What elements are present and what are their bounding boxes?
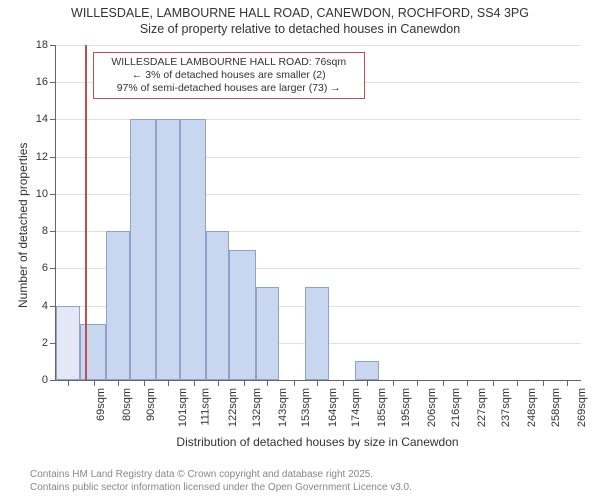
title-line-2: Size of property relative to detached ho… [0, 22, 600, 38]
x-tick [267, 380, 268, 386]
footer-line-2: Contains public sector information licen… [30, 481, 412, 494]
x-tick-label: 269sqm [576, 388, 588, 427]
footer-line-1: Contains HM Land Registry data © Crown c… [30, 468, 412, 481]
footer-attribution: Contains HM Land Registry data © Crown c… [30, 468, 412, 494]
x-tick-label: 111sqm [199, 388, 211, 426]
x-tick-label: 90sqm [145, 388, 157, 421]
x-tick [367, 380, 368, 386]
histogram-bar [106, 231, 130, 380]
x-tick [543, 380, 544, 386]
y-tick-label: 16 [36, 76, 56, 88]
x-tick [517, 380, 518, 386]
annotation-callout: WILLESDALE LAMBOURNE HALL ROAD: 76sqm← 3… [93, 52, 365, 99]
x-tick-label: 101sqm [177, 388, 189, 427]
histogram-bar [229, 250, 255, 380]
x-tick [443, 380, 444, 386]
x-tick-label: 69sqm [95, 388, 107, 421]
x-tick [144, 380, 145, 386]
x-tick [317, 380, 318, 386]
x-tick [343, 380, 344, 386]
x-tick-label: 216sqm [450, 388, 462, 427]
x-tick-label: 174sqm [350, 388, 362, 427]
histogram-bar [305, 287, 329, 380]
x-tick [168, 380, 169, 386]
annotation-line: 97% of semi-detached houses are larger (… [100, 82, 358, 95]
histogram-bar [256, 287, 280, 380]
y-axis-label: Number of detached properties [16, 142, 30, 307]
x-tick [417, 380, 418, 386]
highlight-marker-line [85, 45, 87, 380]
histogram-bar [206, 231, 230, 380]
y-tick-label: 10 [36, 188, 56, 200]
title-line-1: WILLESDALE, LAMBOURNE HALL ROAD, CANEWDO… [0, 6, 600, 22]
x-tick-label: 227sqm [476, 388, 488, 427]
x-tick-label: 122sqm [227, 388, 239, 427]
x-axis-label: Distribution of detached houses by size … [55, 435, 580, 449]
x-tick [294, 380, 295, 386]
gridline [56, 45, 581, 46]
x-tick [493, 380, 494, 386]
y-tick-label: 14 [36, 113, 56, 125]
x-tick-label: 132sqm [251, 388, 263, 427]
y-tick-label: 8 [42, 225, 56, 237]
x-tick-label: 206sqm [426, 388, 438, 427]
plot-area: 02468101214161869sqm80sqm90sqm101sqm111s… [55, 45, 581, 381]
y-tick-label: 18 [36, 39, 56, 51]
x-tick [68, 380, 69, 386]
x-tick-label: 80sqm [121, 388, 133, 421]
x-tick-label: 248sqm [526, 388, 538, 427]
x-tick [567, 380, 568, 386]
histogram-bar [56, 306, 80, 380]
histogram-bar [130, 119, 156, 380]
annotation-line: WILLESDALE LAMBOURNE HALL ROAD: 76sqm [100, 56, 358, 69]
x-tick-label: 258sqm [550, 388, 562, 427]
x-tick-label: 153sqm [301, 388, 313, 427]
x-tick [118, 380, 119, 386]
histogram-bar [180, 119, 206, 380]
y-tick-label: 2 [42, 337, 56, 349]
x-tick [194, 380, 195, 386]
histogram-bar [156, 119, 180, 380]
x-tick-label: 237sqm [500, 388, 512, 427]
y-tick-label: 0 [42, 374, 56, 386]
x-tick [393, 380, 394, 386]
histogram-bar [355, 361, 379, 380]
y-tick-label: 12 [36, 151, 56, 163]
x-tick [218, 380, 219, 386]
x-tick [244, 380, 245, 386]
y-tick-label: 4 [42, 300, 56, 312]
x-tick-label: 185sqm [377, 388, 389, 427]
chart-container: WILLESDALE, LAMBOURNE HALL ROAD, CANEWDO… [0, 0, 600, 500]
x-tick-label: 143sqm [277, 388, 289, 427]
x-tick-label: 195sqm [400, 388, 412, 427]
annotation-line: ← 3% of detached houses are smaller (2) [100, 69, 358, 82]
x-tick [467, 380, 468, 386]
title-block: WILLESDALE, LAMBOURNE HALL ROAD, CANEWDO… [0, 0, 600, 37]
y-tick-label: 6 [42, 262, 56, 274]
x-tick [94, 380, 95, 386]
x-tick-label: 164sqm [327, 388, 339, 427]
